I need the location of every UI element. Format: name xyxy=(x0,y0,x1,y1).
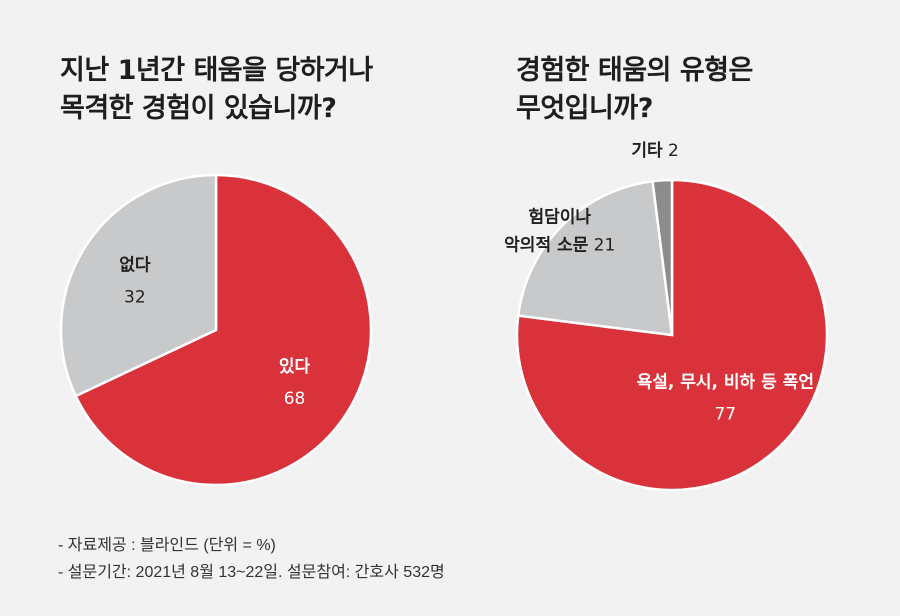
pie-slice xyxy=(516,179,674,337)
pie-slice xyxy=(59,173,218,398)
slice-value: 68 xyxy=(284,389,306,409)
slice-label: 있다 xyxy=(279,357,311,377)
pie-slice xyxy=(74,173,373,487)
slice-value: 77 xyxy=(714,404,736,424)
source-line: - 설문기간: 2021년 8월 13~22일. 설문참여: 간호사 532명 xyxy=(58,564,445,581)
slice-value: 32 xyxy=(124,288,146,308)
chart-title-right: 경험한 태움의 유형은 무엇입니까? xyxy=(516,52,753,128)
pie-slice xyxy=(515,178,829,492)
chart-title-left: 지난 1년간 태움을 당하거나 목격한 경험이 있습니까? xyxy=(60,52,373,128)
title-line: 무엇입니까? xyxy=(516,93,653,124)
source-note: - 자료제공 : 블라인드 (단위 = %) - 설문기간: 2021년 8월 … xyxy=(58,532,445,586)
slice-label: 욕설, 무시, 비하 등 폭언 xyxy=(637,372,814,392)
pie-slice xyxy=(651,178,674,336)
title-line: 목격한 경험이 있습니까? xyxy=(60,93,337,124)
slice-label: 험담이나 xyxy=(528,207,591,228)
title-line: 경험한 태움의 유형은 xyxy=(516,55,753,86)
source-line: - 자료제공 : 블라인드 (단위 = %) xyxy=(58,537,276,554)
slice-label: 악의적 소문 21 xyxy=(504,236,615,256)
slice-label: 없다 xyxy=(119,256,151,276)
slice-label: 기타 2 xyxy=(631,141,679,161)
title-line: 지난 1년간 태움을 당하거나 xyxy=(60,55,373,86)
pie-chart-left: 있다 68 없다 32 xyxy=(59,173,373,487)
